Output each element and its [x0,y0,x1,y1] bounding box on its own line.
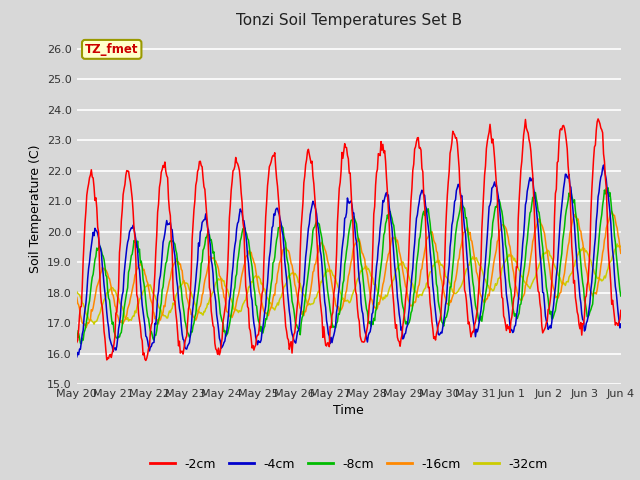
Title: Tonzi Soil Temperatures Set B: Tonzi Soil Temperatures Set B [236,13,462,28]
X-axis label: Time: Time [333,405,364,418]
Legend: -2cm, -4cm, -8cm, -16cm, -32cm: -2cm, -4cm, -8cm, -16cm, -32cm [145,453,553,476]
Y-axis label: Soil Temperature (C): Soil Temperature (C) [29,144,42,273]
Text: TZ_fmet: TZ_fmet [85,43,138,56]
